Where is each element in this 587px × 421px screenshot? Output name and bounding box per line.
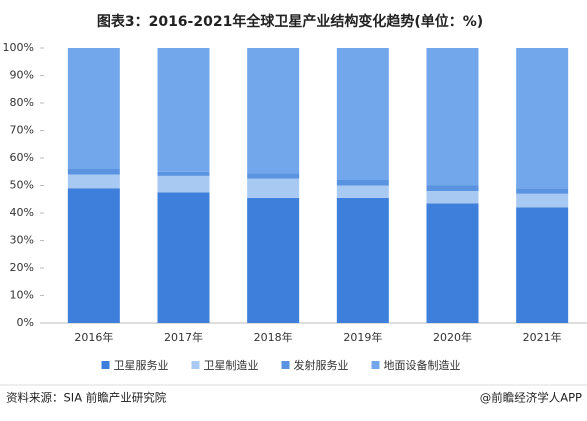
bar-segment bbox=[336, 48, 389, 180]
legend-label: 卫星制造业 bbox=[204, 358, 259, 372]
x-tick-label: 2017年 bbox=[164, 330, 203, 344]
bar-segment bbox=[516, 193, 569, 208]
bar-segment bbox=[67, 169, 120, 175]
bar-segment bbox=[67, 48, 120, 169]
legend-swatch bbox=[101, 361, 110, 369]
x-tick-label: 2020年 bbox=[433, 330, 472, 344]
x-tick-label: 2021年 bbox=[523, 330, 562, 344]
legend-label: 发射服务业 bbox=[294, 358, 349, 372]
y-tick-label: 0% bbox=[17, 316, 34, 329]
bar-segment bbox=[516, 48, 569, 189]
legend-label: 地面设备制造业 bbox=[384, 358, 461, 372]
y-tick-label: 100% bbox=[3, 41, 34, 54]
bar-segment bbox=[247, 173, 300, 179]
credit: @前瞻经济学人APP bbox=[480, 391, 582, 405]
x-tick-label: 2016年 bbox=[74, 330, 113, 344]
chart-title: 图表3：2016-2021年全球卫星产业结构变化趋势(单位：%) bbox=[97, 13, 483, 30]
bar-segment bbox=[67, 174, 120, 189]
bar-segment bbox=[336, 180, 389, 186]
bar-segment bbox=[67, 188, 120, 323]
bar-segment bbox=[426, 185, 479, 191]
bar-segment bbox=[336, 185, 389, 198]
legend-swatch bbox=[371, 361, 380, 369]
bar-segment bbox=[426, 191, 479, 204]
y-tick-label: 70% bbox=[10, 124, 34, 137]
bar-segment bbox=[157, 171, 210, 176]
bar-segment bbox=[426, 203, 479, 323]
y-tick-label: 80% bbox=[10, 96, 34, 109]
bar-segment bbox=[157, 48, 210, 172]
legend-swatch bbox=[281, 361, 290, 369]
bar-segment bbox=[516, 188, 569, 194]
bar-segment bbox=[157, 192, 210, 323]
legend-label: 卫星服务业 bbox=[114, 359, 169, 372]
bar-segment bbox=[247, 197, 300, 323]
y-tick-label: 30% bbox=[10, 234, 34, 247]
y-tick-label: 20% bbox=[10, 261, 34, 274]
source: 资料来源：SIA 前瞻产业研究院 bbox=[6, 391, 167, 405]
x-tick-label: 2019年 bbox=[343, 330, 382, 344]
x-tick-label: 2018年 bbox=[254, 330, 293, 344]
bar-segment bbox=[516, 207, 569, 323]
bar-segment bbox=[426, 48, 479, 186]
y-tick-label: 50% bbox=[10, 179, 34, 192]
bar-segment bbox=[247, 48, 300, 174]
y-tick-label: 60% bbox=[10, 151, 34, 164]
bar-segment bbox=[247, 178, 300, 198]
y-tick-label: 40% bbox=[10, 206, 34, 219]
bar-segment bbox=[157, 175, 210, 193]
legend-swatch bbox=[191, 361, 200, 369]
y-tick-label: 90% bbox=[10, 69, 34, 82]
y-tick-label: 10% bbox=[10, 289, 34, 302]
bar-segment bbox=[336, 197, 389, 323]
